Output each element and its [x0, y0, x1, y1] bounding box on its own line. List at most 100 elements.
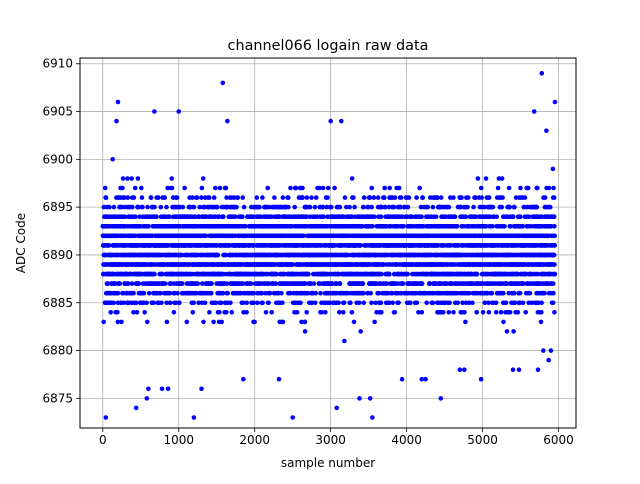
data-point	[168, 301, 173, 306]
data-point	[207, 195, 212, 200]
data-point	[447, 301, 452, 306]
data-point	[312, 281, 317, 286]
data-point	[321, 214, 326, 219]
data-point	[207, 310, 212, 315]
data-point	[405, 272, 410, 277]
data-point	[230, 310, 235, 315]
data-point	[392, 205, 397, 210]
data-point	[417, 186, 422, 191]
data-point	[321, 186, 326, 191]
data-point	[361, 205, 366, 210]
data-point	[108, 310, 113, 315]
data-point	[336, 301, 341, 306]
data-point	[306, 272, 311, 277]
data-point	[163, 195, 168, 200]
data-point	[269, 310, 274, 315]
data-point	[280, 301, 285, 306]
data-point	[211, 320, 216, 325]
data-point	[249, 281, 254, 286]
data-point	[244, 301, 249, 306]
data-point	[286, 195, 291, 200]
data-point	[372, 320, 377, 325]
data-point	[117, 281, 122, 286]
data-point	[401, 281, 406, 286]
data-point	[415, 301, 420, 306]
data-point	[135, 310, 140, 315]
data-point	[110, 157, 115, 162]
data-point	[390, 301, 395, 306]
data-point	[361, 281, 366, 286]
data-point	[459, 195, 464, 200]
data-point	[130, 281, 135, 286]
data-point	[352, 320, 357, 325]
data-point	[470, 301, 475, 306]
data-point	[325, 195, 330, 200]
data-point	[309, 195, 314, 200]
data-point	[318, 291, 323, 296]
data-point	[185, 320, 190, 325]
data-point	[251, 301, 256, 306]
data-point	[308, 205, 313, 210]
data-point	[300, 195, 305, 200]
data-point	[191, 310, 196, 315]
data-point	[195, 281, 200, 286]
data-point	[382, 195, 387, 200]
data-point	[465, 205, 470, 210]
data-point	[221, 214, 226, 219]
data-point	[314, 291, 319, 296]
data-point	[396, 301, 401, 306]
data-point	[142, 310, 147, 315]
data-point	[209, 291, 214, 296]
data-point	[252, 320, 257, 325]
data-point	[350, 310, 355, 315]
data-point	[115, 310, 120, 315]
data-point	[304, 310, 309, 315]
data-point	[181, 205, 186, 210]
data-point	[419, 214, 424, 219]
data-point	[466, 195, 471, 200]
data-point	[260, 301, 265, 306]
data-point	[203, 301, 208, 306]
data-point	[132, 195, 137, 200]
data-point	[300, 186, 305, 191]
data-point	[337, 310, 342, 315]
data-point	[362, 195, 367, 200]
data-point	[426, 205, 431, 210]
data-point	[107, 205, 112, 210]
data-point	[475, 272, 480, 277]
data-point	[463, 320, 468, 325]
data-point	[137, 281, 142, 286]
data-point	[351, 195, 356, 200]
data-point	[368, 291, 373, 296]
data-point	[379, 301, 384, 306]
data-point	[476, 176, 481, 181]
data-point	[134, 301, 139, 306]
data-point	[145, 205, 150, 210]
data-point	[462, 310, 467, 315]
data-point	[254, 195, 259, 200]
data-point	[305, 195, 310, 200]
data-point	[329, 205, 334, 210]
data-point	[156, 195, 161, 200]
data-point	[382, 186, 387, 191]
data-point	[350, 176, 355, 181]
data-point	[408, 301, 413, 306]
data-point	[295, 310, 300, 315]
data-point	[116, 291, 121, 296]
data-point	[379, 214, 384, 219]
data-point	[372, 214, 377, 219]
data-point	[303, 320, 308, 325]
data-point	[370, 224, 375, 229]
data-point	[326, 186, 331, 191]
data-point	[152, 272, 157, 277]
data-point	[140, 205, 145, 210]
data-point	[352, 205, 357, 210]
data-point	[376, 195, 381, 200]
data-point	[159, 205, 164, 210]
data-point	[151, 301, 156, 306]
data-point	[224, 186, 229, 191]
data-point	[455, 301, 460, 306]
data-point	[401, 224, 406, 229]
data-point	[212, 195, 217, 200]
data-point	[242, 205, 247, 210]
